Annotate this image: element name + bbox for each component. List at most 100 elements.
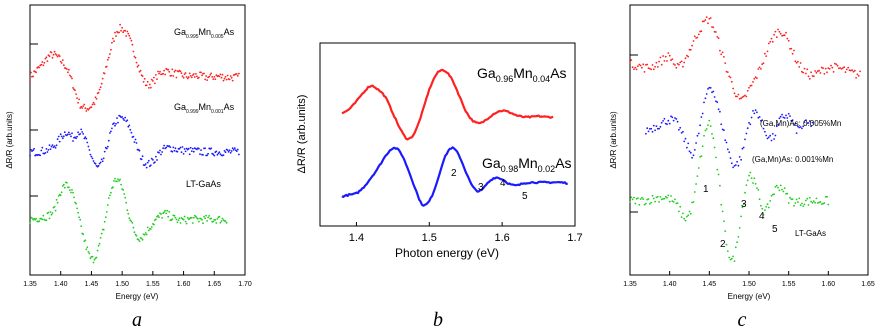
panel-c-series-2-point bbox=[740, 215, 742, 218]
panel-a-series-2-point bbox=[60, 191, 63, 194]
panel-c-series-2-point bbox=[753, 177, 756, 180]
panel-a-series-1-point bbox=[82, 133, 85, 135]
panel-c-series-0-point bbox=[689, 48, 692, 51]
panel-c-series-0-point bbox=[761, 63, 764, 66]
panel-a-series-1-point bbox=[147, 159, 150, 162]
panel-c-series-1-point bbox=[646, 127, 649, 130]
panel-a-series-2-point bbox=[125, 201, 128, 204]
panel-c-series-1-point bbox=[786, 117, 789, 119]
panel-c-series-2-point bbox=[695, 183, 697, 185]
panel-c-series-2-point bbox=[775, 184, 778, 187]
panel-c-series-2-point bbox=[826, 195, 828, 198]
panel-c-series-2-point bbox=[659, 196, 662, 198]
panel-a-series-2-point bbox=[192, 216, 195, 219]
panel-a-series-0-point bbox=[215, 74, 218, 76]
panel-c-series-1-point bbox=[778, 117, 781, 120]
panel-a-series-0-point bbox=[206, 79, 209, 81]
panel-c-series-2-point bbox=[760, 204, 762, 207]
panel-a-series-1-point bbox=[76, 135, 78, 138]
panel-c-series-0-point bbox=[847, 66, 850, 69]
panel-a-series-1-point bbox=[144, 163, 147, 165]
panel-c-series-2-point bbox=[707, 124, 709, 126]
panel-c-series-0-point bbox=[843, 66, 846, 69]
panel-a-series-2-point bbox=[162, 212, 165, 215]
panel-c-series-0-point bbox=[827, 67, 830, 69]
panel-a-series-0-point bbox=[98, 88, 101, 91]
panel-a-series-0-point bbox=[213, 76, 216, 78]
panel-c-series-0-point bbox=[683, 61, 686, 64]
panel-c-series-1-point bbox=[740, 158, 742, 161]
panel-c-series-1-point bbox=[695, 142, 697, 144]
panel-c-series-2-point bbox=[709, 125, 712, 127]
panel-c-series-0-point bbox=[783, 34, 786, 37]
panel-c-series-2-point bbox=[663, 197, 666, 200]
panel-a-series-1-point bbox=[127, 125, 130, 128]
panel-a-series-2-point bbox=[224, 220, 227, 223]
panel-a-series-2-point bbox=[95, 256, 98, 259]
panel-a-series-1-point bbox=[162, 147, 165, 150]
panel-a-series-1-point bbox=[69, 133, 71, 136]
panel-c-series-1-point bbox=[705, 93, 708, 95]
panel-c-series-0-point bbox=[851, 69, 853, 72]
panel-c-series-1-point bbox=[761, 119, 764, 121]
panel-c-series-1-point bbox=[719, 110, 721, 113]
panel-a-series-2-point bbox=[215, 222, 218, 224]
panel-c-annotation-2: (Ga,Mn)As: 0.001%Mn bbox=[752, 155, 833, 164]
panel-c-x-tick-label-4: 1.55 bbox=[782, 281, 796, 288]
panel-c-series-0-point bbox=[741, 96, 744, 99]
panel-c-series-1-point bbox=[675, 118, 678, 120]
panel-a-series-2-point bbox=[66, 181, 68, 184]
panel-a-series-1-point bbox=[44, 152, 47, 154]
panel-a-series-2-point bbox=[87, 251, 90, 253]
panel-a-series-0-point bbox=[138, 70, 141, 73]
panel-c-series-0-point bbox=[691, 44, 693, 47]
panel-a-series-2-point bbox=[55, 198, 58, 201]
panel-c-series-1-point bbox=[660, 121, 663, 124]
panel-a-series-2-point bbox=[132, 226, 135, 229]
panel-c-series-1-point bbox=[728, 151, 731, 154]
panel-c-series-0-point bbox=[638, 63, 641, 66]
panel-c-series-0-point bbox=[767, 42, 770, 45]
panel-c-series-1-point bbox=[789, 115, 791, 117]
panel-c-series-0-point bbox=[697, 33, 700, 36]
panel-c-series-1 bbox=[645, 86, 814, 169]
panel-a-series-2-point bbox=[204, 217, 207, 220]
panel-c-series-2-point bbox=[667, 194, 670, 197]
panel-c-series-2-point bbox=[724, 230, 727, 233]
panel-c-series-2-point bbox=[773, 193, 775, 196]
panel-c-series-2-point bbox=[686, 215, 688, 218]
panel-a-series-1-point bbox=[185, 147, 188, 150]
panel-c-series-1-point bbox=[729, 157, 732, 160]
panel-a-series-1-point bbox=[32, 149, 34, 152]
panel-a-series-2-point bbox=[45, 219, 48, 222]
panel-c-series-0-point bbox=[806, 68, 809, 71]
panel-a-series-1-point bbox=[72, 140, 74, 142]
panel-c-series-2-point bbox=[645, 202, 647, 205]
panel-c-series-0-point bbox=[688, 48, 691, 51]
panel-c-series-0-point bbox=[719, 49, 721, 52]
panel-a-series-0-point bbox=[32, 75, 34, 78]
panel-a-series-2-point bbox=[98, 242, 101, 245]
panel-a-series-2-point bbox=[89, 257, 92, 260]
panel-c-series-0-point bbox=[815, 71, 818, 74]
panel-c-series-2-point bbox=[803, 203, 806, 206]
panel-c-series-1-point bbox=[700, 116, 703, 118]
panel-c-series-2-point bbox=[658, 201, 660, 203]
panel-c-series-2-point bbox=[638, 203, 641, 206]
panel-a-series-0-point bbox=[71, 77, 73, 80]
panel-a: 1.35 1.40 1.45 1.50 1.55 1.60 1.65 1.70 Energy … bbox=[5, 4, 252, 331]
panel-b: 1.4 1.5 1.6 1.7 Photon energy (eV) ΔR/R (ar… bbox=[296, 42, 583, 331]
panel-a-series-0-point bbox=[91, 103, 94, 106]
panel-a-series-1-point bbox=[184, 150, 187, 153]
panel-a-series-0-point bbox=[139, 69, 142, 72]
panel-a-series-2-point bbox=[100, 232, 103, 235]
panel-a-series-2-point bbox=[113, 180, 115, 182]
panel-b-peak-label-5: 5 bbox=[522, 191, 528, 202]
panel-a-series-2-point bbox=[76, 207, 78, 210]
panel-a-series-1-point bbox=[124, 116, 127, 119]
panel-a-series-2-point bbox=[198, 220, 200, 223]
panel-c-series-0-point bbox=[859, 70, 861, 73]
panel-a-series-1-point bbox=[171, 150, 174, 153]
panel-c-series-1-point bbox=[766, 137, 769, 140]
panel-a-series-0-point bbox=[184, 72, 187, 74]
